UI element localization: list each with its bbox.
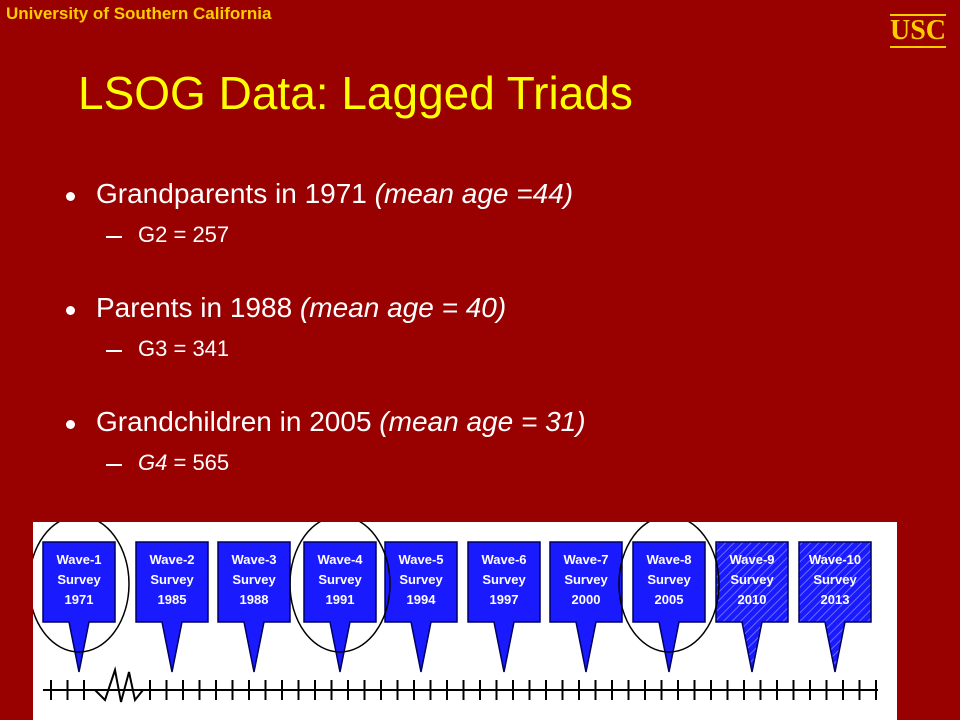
wave-year: 1991 <box>326 592 355 607</box>
slide-title: LSOG Data: Lagged Triads <box>78 67 633 119</box>
sub-group: G4 <box>138 450 168 475</box>
wave-wave: Wave-5 <box>398 552 443 567</box>
wave-label: Survey <box>318 572 362 587</box>
highlight-circle <box>618 522 720 653</box>
wave-marker <box>42 541 116 673</box>
wave-label: Survey <box>399 572 443 587</box>
wave-wave: Wave-2 <box>149 552 194 567</box>
wave-marker <box>715 541 789 673</box>
logo: USC <box>889 14 946 48</box>
sub-bullet: G3 = 341 <box>60 330 586 406</box>
wave-year: 1988 <box>240 592 269 607</box>
axis-break <box>94 666 144 703</box>
sub-group: G2 <box>138 222 168 247</box>
wave-label: Survey <box>57 572 101 587</box>
bullet-dot <box>66 420 75 429</box>
wave-wave: Wave-6 <box>481 552 526 567</box>
bullet-note: (mean age = 40) <box>299 292 507 323</box>
timeline: Wave-1 Survey 1971 Wave-2 Survey 1985 Wave-3 Su… <box>33 522 897 720</box>
bullet: Parents in 1988 (mean age = 40) <box>60 292 586 330</box>
wave-label: Survey <box>482 572 526 587</box>
sub-group: G3 <box>138 336 168 361</box>
bullet-list: Grandparents in 1971 (mean age =44) G2 = … <box>60 178 586 520</box>
wave-marker <box>798 541 872 673</box>
wave-wave: Wave-7 <box>563 552 608 567</box>
wave-year: 2000 <box>572 592 601 607</box>
bullet: Grandparents in 1971 (mean age =44) <box>60 178 586 216</box>
wave-year: 1994 <box>407 592 437 607</box>
bullet-text: Grandparents in 1971 <box>96 178 367 209</box>
wave-year: 2013 <box>821 592 850 607</box>
sub-dash <box>106 464 122 466</box>
bullet: Grandchildren in 2005 (mean age = 31) <box>60 406 586 444</box>
sub-bullet: G2 = 257 <box>60 216 586 292</box>
highlight-circle <box>33 522 130 653</box>
wave-year: 2005 <box>655 592 684 607</box>
wave-label: Survey <box>813 572 857 587</box>
sub-count: = 565 <box>173 450 230 475</box>
wave-wave: Wave-10 <box>809 552 861 567</box>
sub-count: = 257 <box>173 222 230 247</box>
sub-dash <box>106 350 122 352</box>
wave-year: 1985 <box>158 592 187 607</box>
sub-count: = 341 <box>173 336 230 361</box>
wave-marker <box>467 541 541 673</box>
wave-label: Survey <box>730 572 774 587</box>
wave-wave: Wave-9 <box>729 552 774 567</box>
wave-wave: Wave-3 <box>231 552 276 567</box>
wave-year: 1971 <box>65 592 94 607</box>
institution: University of Southern California <box>6 4 272 23</box>
bullet-dot <box>66 192 75 201</box>
wave-wave: Wave-1 <box>56 552 101 567</box>
bullet-note: (mean age = 31) <box>379 406 586 437</box>
bullet-dot <box>66 306 75 315</box>
wave-marker <box>217 541 291 673</box>
sub-bullet: G4 = 565 <box>60 444 586 520</box>
wave-wave: Wave-4 <box>317 552 363 567</box>
wave-marker <box>303 541 377 673</box>
wave-label: Survey <box>564 572 608 587</box>
wave-marker <box>632 541 706 673</box>
highlight-circle <box>289 522 391 653</box>
bullet-note: (mean age =44) <box>374 178 574 209</box>
bullet-text: Grandchildren in 2005 <box>96 406 372 437</box>
wave-year: 1997 <box>490 592 519 607</box>
bullet-text: Parents in 1988 <box>96 292 293 323</box>
wave-marker <box>549 541 623 673</box>
wave-label: Survey <box>232 572 276 587</box>
wave-marker <box>384 541 458 673</box>
wave-label: Survey <box>647 572 691 587</box>
wave-marker <box>135 541 209 673</box>
wave-year: 2010 <box>738 592 767 607</box>
wave-label: Survey <box>150 572 194 587</box>
sub-dash <box>106 236 122 238</box>
wave-wave: Wave-8 <box>646 552 691 567</box>
